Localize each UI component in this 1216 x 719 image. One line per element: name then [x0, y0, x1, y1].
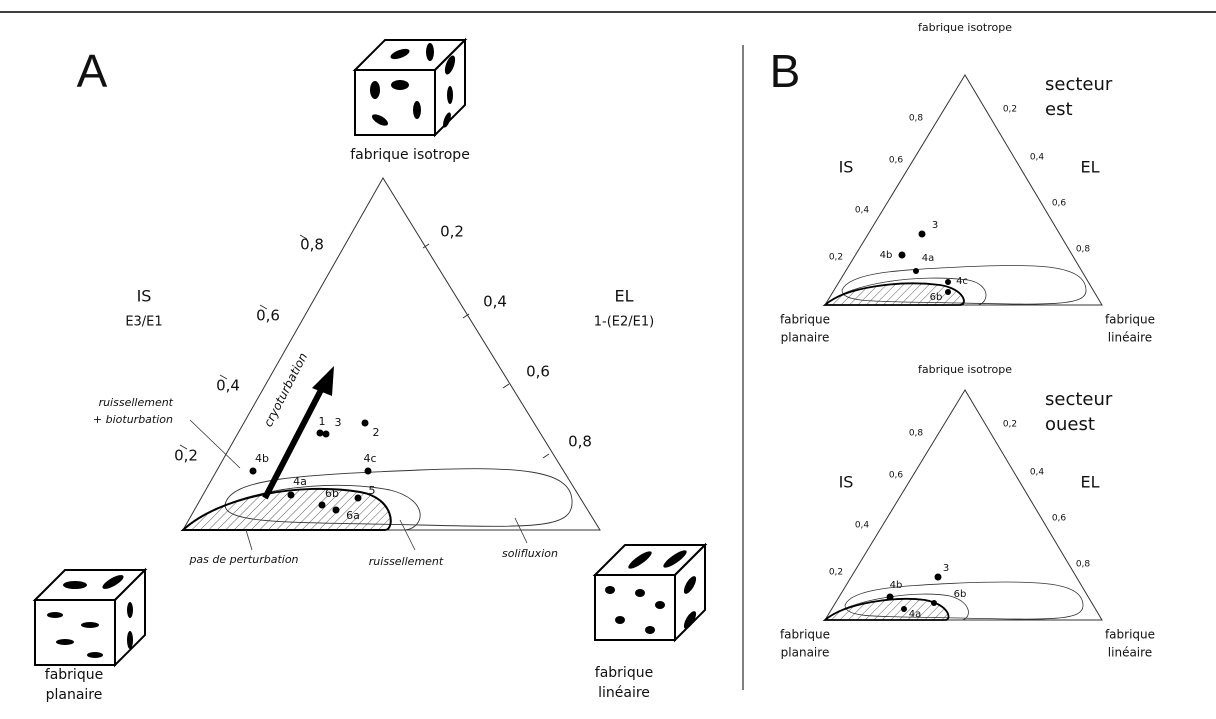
cube-isotrope [354, 39, 466, 136]
tick-label: 0,4 [1030, 468, 1045, 478]
tick-label: 0,6 [526, 363, 550, 381]
axis-name: IS [137, 287, 152, 306]
tick-label: 0,2 [1003, 105, 1017, 115]
point-label: 4b [890, 580, 903, 591]
sector-title: secteur [1045, 74, 1113, 95]
cube-lineaire [594, 544, 706, 641]
tick-label: 0,6 [889, 471, 904, 481]
ternary-a [179, 177, 601, 551]
tick-label: 0,8 [909, 429, 924, 439]
annotation: ruissellement [369, 555, 444, 568]
point-label: 3 [335, 416, 342, 429]
corner-label: linéaire [1108, 331, 1152, 345]
corner-label: planaire [781, 646, 830, 660]
point-label: 4a [922, 253, 935, 264]
corner-label: fabrique [780, 313, 830, 327]
annotation: ruissellement [99, 396, 174, 409]
corner-label: fabrique [45, 667, 103, 683]
axis-formula: E3/E1 [125, 315, 162, 330]
sector-title: est [1045, 99, 1073, 120]
corner-label: linéaire [598, 685, 650, 701]
point-label: 4b [255, 452, 269, 465]
cube-planaire [34, 569, 146, 666]
sector-title: secteur [1045, 389, 1113, 410]
tick-label: 0,4 [855, 521, 870, 531]
axis-name: EL [614, 287, 633, 306]
axis-name: EL [1080, 158, 1099, 177]
panel-label: A [77, 45, 108, 97]
point-label: 4c [363, 452, 376, 465]
point-label: 6b [954, 589, 967, 600]
point-label: 3 [943, 563, 949, 574]
tick-label: 0,2 [829, 253, 843, 263]
axis-name: IS [839, 473, 854, 492]
corner-label: fabrique [1105, 313, 1155, 327]
tick-label: 0,6 [1052, 514, 1067, 524]
corner-label: fabrique [595, 665, 653, 681]
annotation: pas de perturbation [188, 553, 298, 566]
corner-label: fabrique [780, 628, 830, 642]
axis-name: EL [1080, 473, 1099, 492]
tick-label: 0,6 [889, 156, 904, 166]
tick-label: 0,8 [1076, 560, 1091, 570]
sector-title: ouest [1045, 414, 1095, 435]
tick-label: 0,4 [216, 377, 240, 395]
corner-label: linéaire [1108, 646, 1152, 660]
point-label: 3 [932, 220, 938, 231]
point-label: 4a [909, 609, 922, 620]
axis-formula: 1-(E2/E1) [594, 315, 654, 330]
point-label: 6b [325, 487, 339, 500]
point-label: 5 [369, 484, 376, 497]
tick-label: 0,2 [174, 447, 198, 465]
tick-label: 0,8 [568, 433, 592, 451]
apex-label: fabrique isotrope [918, 363, 1012, 376]
point-label: 4a [293, 475, 307, 488]
tick-label: 0,2 [440, 223, 464, 241]
tick-label: 0,8 [300, 236, 324, 254]
tick-label: 0,6 [1052, 199, 1067, 209]
corner-label: planaire [46, 687, 103, 703]
point-label: 6a [346, 509, 360, 522]
annotation: solifluxion [502, 547, 558, 560]
annotation: + bioturbation [93, 413, 173, 426]
tick-label: 0,4 [855, 206, 870, 216]
point-label: 6b [930, 292, 943, 303]
tick-label: 0,8 [1076, 245, 1091, 255]
tick-label: 0,6 [256, 307, 280, 325]
corner-label: fabrique [1105, 628, 1155, 642]
panel-label: B [770, 45, 801, 97]
tick-label: 0,2 [1003, 420, 1017, 430]
arrow-label: cryoturbation [261, 350, 310, 429]
apex-label: fabrique isotrope [350, 147, 470, 163]
point-label: 1 [319, 415, 326, 428]
tick-label: 0,4 [483, 293, 507, 311]
corner-label: planaire [781, 331, 830, 345]
point-label: 4b [880, 250, 893, 261]
tick-label: 0,2 [829, 568, 843, 578]
axis-name: IS [839, 158, 854, 177]
tick-label: 0,4 [1030, 153, 1045, 163]
ternary-b-ouest [822, 389, 1103, 621]
tick-label: 0,8 [909, 114, 924, 124]
point-label: 4c [956, 276, 968, 287]
ternary-b-est [822, 74, 1103, 306]
point-label: 2 [373, 426, 380, 439]
apex-label: fabrique isotrope [918, 21, 1012, 34]
